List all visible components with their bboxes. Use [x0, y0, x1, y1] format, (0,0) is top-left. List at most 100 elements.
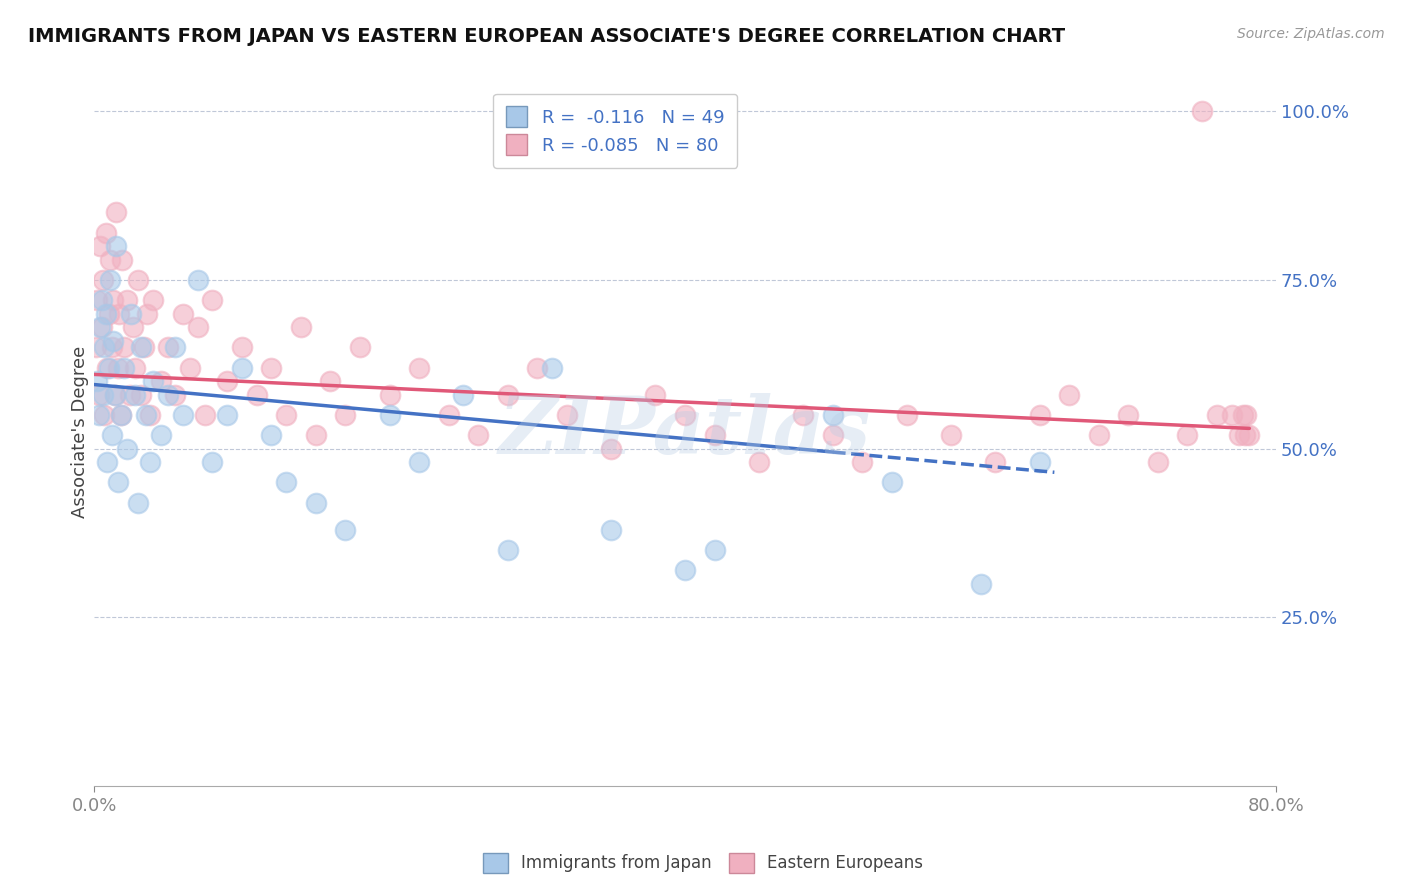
Point	[93, 408, 115, 422]
Point	[555, 408, 578, 422]
Point	[969, 576, 991, 591]
Point	[437, 408, 460, 422]
Point	[90, 293, 112, 308]
Point	[124, 360, 146, 375]
Point	[110, 408, 132, 422]
Point	[1205, 408, 1227, 422]
Point	[201, 455, 224, 469]
Point	[319, 374, 342, 388]
Point	[1239, 428, 1261, 442]
Point	[186, 273, 208, 287]
Point	[135, 408, 157, 422]
Point	[89, 239, 111, 253]
Point	[792, 408, 814, 422]
Point	[91, 273, 114, 287]
Point	[703, 428, 725, 442]
Point	[101, 428, 124, 442]
Point	[984, 455, 1007, 469]
Point	[105, 239, 128, 253]
Point	[87, 387, 110, 401]
Point	[127, 496, 149, 510]
Point	[1028, 455, 1050, 469]
Point	[703, 542, 725, 557]
Point	[100, 252, 122, 267]
Point	[217, 374, 239, 388]
Point	[1227, 428, 1250, 442]
Legend: R =  -0.116   N = 49, R = -0.085   N = 80: R = -0.116 N = 49, R = -0.085 N = 80	[494, 94, 737, 168]
Point	[179, 360, 201, 375]
Point	[231, 340, 253, 354]
Point	[1232, 408, 1254, 422]
Point	[260, 360, 283, 375]
Point	[121, 320, 143, 334]
Point	[110, 408, 132, 422]
Point	[194, 408, 217, 422]
Point	[201, 293, 224, 308]
Point	[821, 428, 844, 442]
Point	[1191, 104, 1213, 119]
Point	[149, 374, 172, 388]
Point	[896, 408, 918, 422]
Point	[276, 475, 298, 490]
Point	[115, 442, 138, 456]
Point	[276, 408, 298, 422]
Point	[408, 360, 430, 375]
Point	[105, 205, 128, 219]
Point	[89, 320, 111, 334]
Point	[86, 374, 108, 388]
Point	[600, 523, 623, 537]
Point	[1146, 455, 1168, 469]
Point	[96, 360, 118, 375]
Point	[496, 542, 519, 557]
Point	[821, 408, 844, 422]
Point	[96, 455, 118, 469]
Point	[1234, 408, 1257, 422]
Point	[1057, 387, 1080, 401]
Point	[94, 307, 117, 321]
Point	[172, 408, 194, 422]
Point	[290, 320, 312, 334]
Point	[673, 563, 696, 577]
Text: ZIPatlas: ZIPatlas	[499, 393, 872, 471]
Point	[1233, 428, 1256, 442]
Point	[349, 340, 371, 354]
Point	[408, 455, 430, 469]
Point	[1087, 428, 1109, 442]
Point	[103, 334, 125, 348]
Point	[142, 293, 165, 308]
Point	[112, 360, 135, 375]
Point	[104, 387, 127, 401]
Legend: Immigrants from Japan, Eastern Europeans: Immigrants from Japan, Eastern Europeans	[477, 847, 929, 880]
Text: IMMIGRANTS FROM JAPAN VS EASTERN EUROPEAN ASSOCIATE'S DEGREE CORRELATION CHART: IMMIGRANTS FROM JAPAN VS EASTERN EUROPEA…	[28, 27, 1066, 45]
Point	[97, 360, 120, 375]
Point	[165, 387, 187, 401]
Point	[118, 387, 141, 401]
Point	[246, 387, 269, 401]
Point	[453, 387, 475, 401]
Point	[335, 523, 357, 537]
Point	[86, 293, 108, 308]
Point	[260, 428, 283, 442]
Point	[139, 408, 162, 422]
Point	[94, 226, 117, 240]
Point	[139, 455, 162, 469]
Point	[526, 360, 548, 375]
Point	[111, 252, 134, 267]
Point	[104, 387, 127, 401]
Point	[134, 340, 156, 354]
Point	[97, 307, 120, 321]
Y-axis label: Associate's Degree: Associate's Degree	[72, 346, 89, 518]
Point	[378, 408, 401, 422]
Point	[644, 387, 666, 401]
Point	[880, 475, 903, 490]
Point	[378, 387, 401, 401]
Point	[217, 408, 239, 422]
Point	[84, 340, 107, 354]
Point	[112, 340, 135, 354]
Point	[1220, 408, 1243, 422]
Point	[165, 340, 187, 354]
Point	[1116, 408, 1139, 422]
Point	[305, 496, 328, 510]
Point	[748, 455, 770, 469]
Point	[115, 293, 138, 308]
